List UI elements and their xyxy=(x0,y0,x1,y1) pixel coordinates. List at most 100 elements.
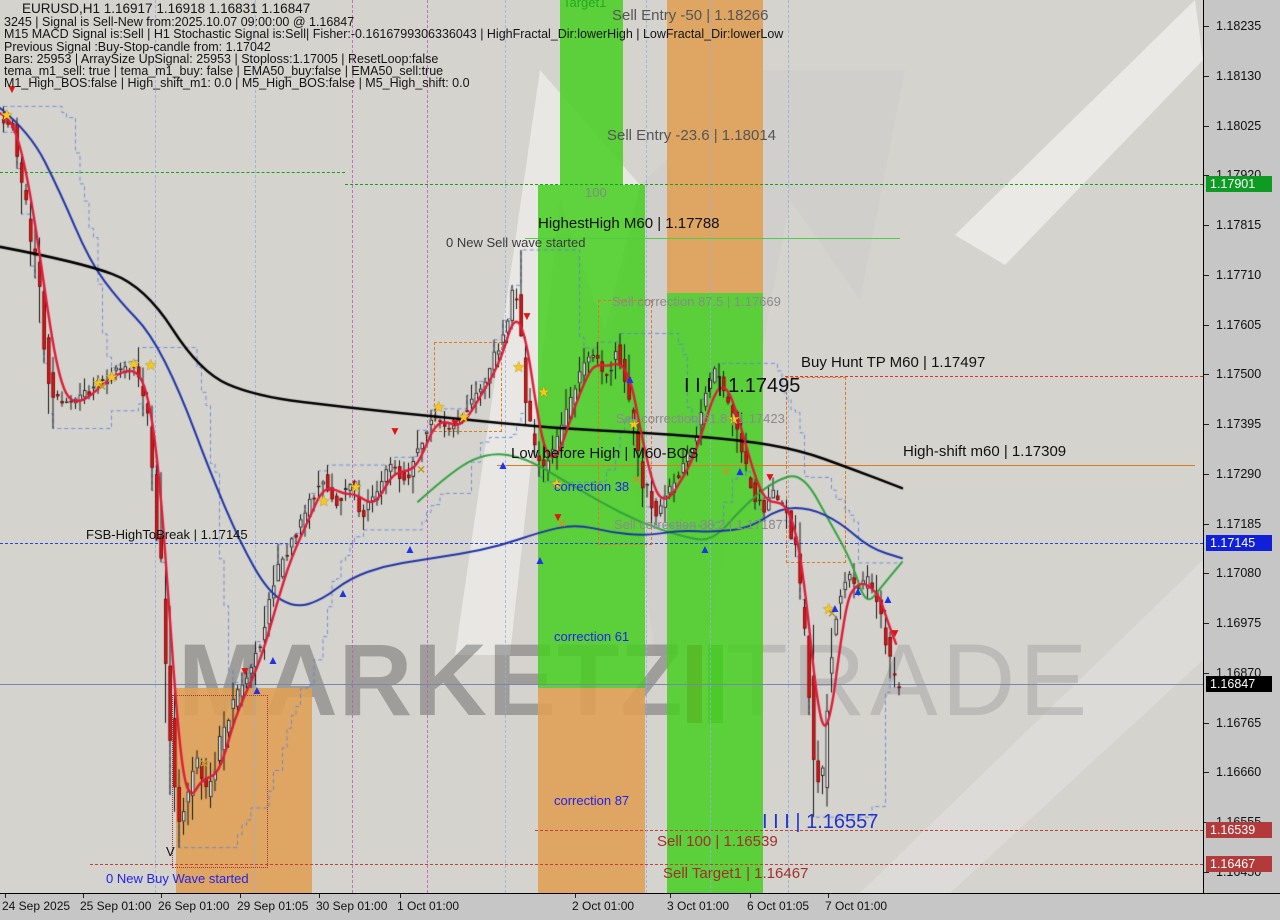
star-signal-icon: ★ xyxy=(537,384,551,401)
x-mark-icon: × xyxy=(200,755,209,771)
chart-annotation: Sell Target1 | 1.16467 xyxy=(663,865,809,882)
chart-annotation: 0 New Buy Wave started xyxy=(106,871,249,886)
time-label: 3 Oct 01:00 xyxy=(667,899,730,913)
x-mark-icon: × xyxy=(98,378,107,394)
star-signal-icon: ★ xyxy=(105,369,119,386)
buy-arrow-icon: ▲ xyxy=(829,601,841,615)
time-label: 7 Oct 01:00 xyxy=(825,899,888,913)
chart-annotation: I I I | 1.17495 xyxy=(684,375,801,397)
price-tick xyxy=(1204,424,1209,425)
chart-annotation: Sell 100 | 1.16539 xyxy=(657,833,778,850)
time-label: 25 Sep 01:00 xyxy=(80,899,152,913)
star-signal-icon: ★ xyxy=(457,409,471,426)
candlestick-canvas[interactable] xyxy=(0,0,1203,893)
time-label: 1 Oct 01:00 xyxy=(397,899,460,913)
price-axis[interactable]: 1.18235 1.18130 1.18025 1.17920 1.17815 1.177… xyxy=(1203,0,1280,893)
chart-annotation: Sell Entry -23.6 | 1.18014 xyxy=(607,127,776,144)
price-tick xyxy=(1204,275,1209,276)
time-tick xyxy=(750,894,751,898)
price-tick-label: 1.17500 xyxy=(1216,367,1262,381)
info-panel: EURUSD,H1 1.16917 1.16918 1.16831 1.1684… xyxy=(4,2,783,90)
sell-arrow-icon: ▼ xyxy=(552,510,564,524)
chart-annotation: correction 61 xyxy=(554,629,630,644)
price-tag: 1.17145 xyxy=(1206,535,1272,551)
price-tick-label: 1.17395 xyxy=(1216,417,1262,431)
price-tag: 1.16847 xyxy=(1206,676,1272,692)
x-mark-icon: × xyxy=(722,463,731,479)
price-tag: 1.17901 xyxy=(1206,176,1272,192)
star-signal-icon: ★ xyxy=(349,479,363,496)
time-axis[interactable]: 24 Sep 2025 25 Sep 01:00 26 Sep 01:00 29 Se… xyxy=(0,893,1280,920)
chart-annotation: High-shift m60 | 1.17309 xyxy=(903,443,1067,460)
time-label: 30 Sep 01:00 xyxy=(316,899,388,913)
chart-annotation: Buy Hunt TP M60 | 1.17497 xyxy=(801,354,986,371)
markers-layer: ★ ★ ★ ★ ★ ★ ★ ★ ★ ★ ★ ★ ★ ★ ★ × × × × × × × ▲ ▲ ▲ ▲ ▲ ▲ ▲ ▲ ▲ ▲ ▲ ▲ ▼ ▼ ▼ ▼ ▼ ▼… xyxy=(0,82,901,771)
time-tick xyxy=(670,894,671,898)
time-tick xyxy=(400,894,401,898)
signal-line: 3245 | Signal is Sell-New from:2025.10.0… xyxy=(4,15,355,29)
bos-shift-line: M1_High_BOS:false | High_shift_m1: 0.0 |… xyxy=(4,76,470,91)
price-tick-label: 1.18130 xyxy=(1216,69,1262,83)
buy-arrow-icon: ▲ xyxy=(267,653,279,667)
sell-arrow-icon: ▼ xyxy=(889,626,901,640)
price-tick xyxy=(1204,225,1209,226)
chart-annotation: correction 87 xyxy=(554,793,630,808)
star-signal-icon: ★ xyxy=(144,357,158,374)
sell-arrow-icon: ▼ xyxy=(449,416,461,430)
price-tick xyxy=(1204,76,1209,77)
buy-arrow-icon: ▲ xyxy=(882,592,894,606)
price-tag: 1.16539 xyxy=(1206,822,1272,838)
price-tick-label: 1.16660 xyxy=(1216,765,1262,779)
sell-arrow-icon: ▼ xyxy=(239,664,251,678)
chart-annotation: Target1 xyxy=(563,0,607,10)
price-tick-label: 1.17710 xyxy=(1216,268,1262,282)
time-label: 24 Sep 2025 xyxy=(2,899,71,913)
chart-annotation: 100 xyxy=(585,185,607,200)
price-tick xyxy=(1204,26,1209,27)
chart-annotation: FSB-HighToBreak | 1.17145 xyxy=(86,527,248,542)
price-tick-label: 1.17080 xyxy=(1216,566,1262,580)
annotations-layer: Target1 Sell Entry -50 | 1.18266 Sell Entr… xyxy=(86,0,1067,886)
sell-arrow-icon: ▼ xyxy=(521,309,533,323)
chart-annotation: Sell correction 87.5 | 1.17669 xyxy=(612,294,781,309)
time-tick xyxy=(240,894,241,898)
price-tick xyxy=(1204,374,1209,375)
price-tick xyxy=(1204,872,1209,873)
star-signal-icon: ★ xyxy=(127,356,141,373)
previous-signal-line: Previous Signal :Buy-Stop-candle from: 1… xyxy=(4,39,271,54)
time-tick xyxy=(161,894,162,898)
price-tick xyxy=(1204,623,1209,624)
price-tick-label: 1.16765 xyxy=(1216,716,1262,730)
time-label: 26 Sep 01:00 xyxy=(158,899,230,913)
star-signal-icon: ★ xyxy=(432,399,446,416)
chart-annotation: HighestHigh M60 | 1.17788 xyxy=(538,215,720,232)
price-tick xyxy=(1204,673,1209,674)
chart-annotation: Sell correction 61.8 | 1.17423 xyxy=(616,411,785,426)
buy-arrow-icon: ▲ xyxy=(624,372,636,386)
price-tick xyxy=(1204,524,1209,525)
time-tick xyxy=(319,894,320,898)
chart-annotation: correction 38 xyxy=(554,479,630,494)
x-mark-icon: × xyxy=(632,471,641,487)
chart-annotation: Sell Entry -50 | 1.18266 xyxy=(612,7,769,24)
price-tick xyxy=(1204,175,1209,176)
x-mark-icon: × xyxy=(828,605,837,621)
buy-arrow-icon: ▲ xyxy=(699,542,711,556)
star-signal-icon: ★ xyxy=(727,411,741,428)
time-tick xyxy=(828,894,829,898)
price-tick xyxy=(1204,723,1209,724)
price-tick xyxy=(1204,772,1209,773)
price-tag: 1.16467 xyxy=(1206,856,1272,872)
price-tick-label: 1.17605 xyxy=(1216,318,1262,332)
star-signal-icon: ★ xyxy=(317,493,331,510)
price-tick xyxy=(1204,325,1209,326)
buy-arrow-icon: ▲ xyxy=(734,464,746,478)
price-tick-label: 1.17290 xyxy=(1216,467,1262,481)
macd-stochastic-line: M15 MACD Signal is:Sell | H1 Stochastic … xyxy=(4,27,784,42)
star-signal-icon: ★ xyxy=(550,476,564,493)
star-signal-icon: ★ xyxy=(627,416,641,433)
symbol-title: EURUSD,H1 1.16917 1.16918 1.16831 1.1684… xyxy=(22,1,311,16)
buy-arrow-icon: ▲ xyxy=(404,542,416,556)
chart-annotation: V xyxy=(166,844,175,859)
sell-arrow-icon: ▼ xyxy=(6,82,18,96)
